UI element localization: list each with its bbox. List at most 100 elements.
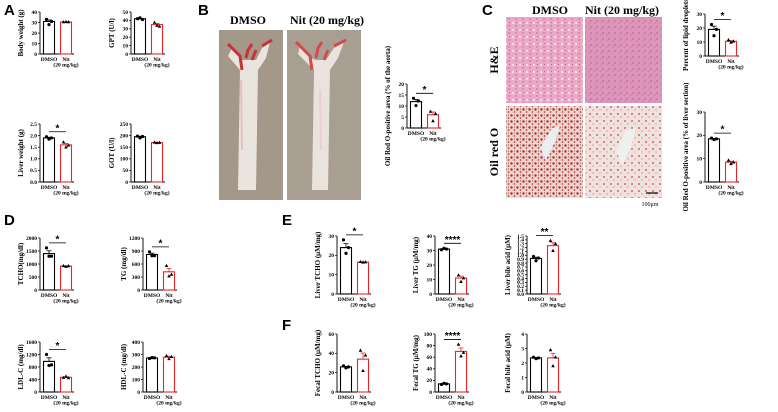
y-tick-label: 30 — [123, 27, 129, 33]
chart-bw: 0 10 20 30 40 Body weight (g) DMSO Nit(20 mg/kg… — [17, 9, 79, 69]
data-point-dmso — [531, 355, 536, 359]
data-point-nit — [456, 342, 461, 346]
y-axis-label: Oil Red O-positive area (% of liver sect… — [682, 82, 690, 212]
significance-label: * — [159, 238, 163, 249]
x-tick-label: DMSO — [338, 395, 355, 401]
y-tick-label: 150 — [120, 145, 129, 151]
bar-dmso — [145, 357, 159, 393]
y-tick-label: 30 — [427, 248, 433, 254]
chart-ftcho: 0 20 40 60 Fecal TCHO (μM/mg) DMSO Nit(20 mg/k… — [314, 329, 376, 406]
panel-b-label-dmso: DMSO — [230, 13, 266, 27]
y-tick-label: 0.0 — [30, 180, 37, 186]
y-tick-label: 0 — [34, 288, 37, 294]
data-point-dmso — [44, 135, 49, 139]
data-point-dmso — [344, 366, 348, 370]
data-point-nit — [431, 119, 435, 123]
y-tick-label: 2000 — [26, 236, 37, 242]
data-point-nit — [155, 23, 159, 27]
significance-label: * — [721, 11, 725, 22]
x-tick-label: DMSO — [528, 395, 545, 401]
y-tick-label: 10 — [32, 41, 38, 47]
y-tick-label: 50 — [123, 10, 129, 16]
data-point-nit — [361, 368, 365, 373]
data-point-dmso — [152, 254, 157, 258]
data-point-nit — [61, 263, 66, 268]
he-image-dmso — [506, 17, 583, 103]
bar-dmso — [339, 366, 353, 393]
data-point-nit — [167, 274, 171, 278]
bar-nit — [356, 261, 370, 295]
data-point-dmso — [534, 259, 538, 263]
data-point-nit — [461, 350, 466, 354]
y-tick-label: 10 — [329, 272, 335, 278]
data-point-dmso — [140, 17, 145, 22]
row-label-he: H&E — [487, 46, 501, 73]
x-tick-label: Nit — [549, 297, 557, 303]
data-point-nit — [164, 263, 169, 268]
x-tick-label: DMSO — [528, 297, 545, 303]
data-point-nit — [551, 248, 555, 252]
y-tick-label: 0 — [699, 180, 702, 186]
significance-label: **** — [445, 235, 461, 246]
chart-hdl: 0 100 200 300 400 HDL-C (mg/dl) DMSO Nit(20 mg/… — [120, 340, 182, 407]
data-point-nit — [164, 353, 169, 358]
y-tick-label: 1000 — [26, 262, 37, 268]
data-point-dmso — [140, 134, 145, 139]
bar-dmso — [529, 257, 543, 295]
bar-nit — [162, 356, 176, 393]
bar-dmso — [145, 253, 159, 291]
y-tick-label: 1.1 — [517, 249, 524, 255]
x-tick-label: Nit — [165, 293, 173, 299]
y-axis-label: HDL-C (mg/dl) — [120, 343, 128, 390]
y-tick-label: 40 — [427, 234, 433, 240]
data-point-nit — [155, 140, 159, 145]
panel-c-label-dmso: DMSO — [532, 3, 568, 17]
aorta-dmso — [226, 38, 273, 190]
data-point-dmso — [714, 137, 719, 141]
y-tick-label: 2.0 — [30, 133, 37, 139]
y-tick-label: 1600 — [26, 340, 37, 346]
y-axis-label: Liver TG (μM/mg) — [412, 236, 420, 293]
y-tick-label: 0 — [429, 390, 432, 396]
x-tick-label: Nit — [62, 57, 70, 63]
data-point-nit — [729, 161, 733, 166]
data-point-nit — [361, 260, 365, 264]
y-tick-label: 4 — [521, 332, 524, 338]
y-tick-label: 40 — [427, 367, 433, 373]
data-point-nit — [553, 241, 558, 246]
data-point-dmso — [346, 365, 351, 369]
bar-dmso — [133, 136, 147, 183]
data-point-dmso — [47, 23, 51, 27]
y-axis-label: GPT (U/l) — [108, 18, 116, 48]
x-tick-label: DMSO — [132, 185, 149, 191]
y-axis-label: Fecal TCHO (μM/mg) — [314, 329, 322, 396]
data-point-dmso — [49, 19, 54, 24]
data-point-dmso — [712, 34, 716, 38]
data-point-nit — [66, 143, 71, 147]
y-tick-label: 0 — [331, 390, 334, 396]
data-point-nit — [726, 38, 731, 42]
x-tick-label-dose: (20 mg/kg) — [53, 298, 78, 305]
x-tick-label-dose: (20 mg/kg) — [718, 190, 743, 197]
y-tick-label: 40 — [329, 351, 335, 357]
vessel-nit — [616, 128, 636, 166]
data-point-nit — [363, 260, 368, 264]
chart-gpt: 0 10 20 30 40 50 GPT (U/l) DMSO Nit(20 mg/kg) — [108, 10, 170, 69]
y-tick-label: 30 — [697, 12, 703, 18]
bar-nit — [59, 376, 73, 393]
y-tick-label: 0 — [125, 52, 128, 58]
bar-nit — [59, 144, 73, 183]
y-axis-label: TG (mg/dl) — [120, 247, 128, 281]
y-tick-label: 0 — [125, 180, 128, 186]
y-tick-label: 0 — [429, 292, 432, 298]
chart-oilc: 0 10 20 30 Oil Red O-positive area (% of liv… — [682, 82, 744, 212]
data-point-dmso — [150, 254, 154, 258]
data-point-nit — [548, 348, 553, 352]
chart-got: 0 50 100 150 200 250 GOT (U/l) DMSO Nit(20 mg/kg… — [108, 122, 170, 197]
y-tick-label: 500 — [29, 275, 38, 281]
y-tick-label: 60 — [329, 332, 335, 338]
data-point-dmso — [44, 17, 49, 21]
x-tick-label: Nit — [359, 297, 367, 303]
